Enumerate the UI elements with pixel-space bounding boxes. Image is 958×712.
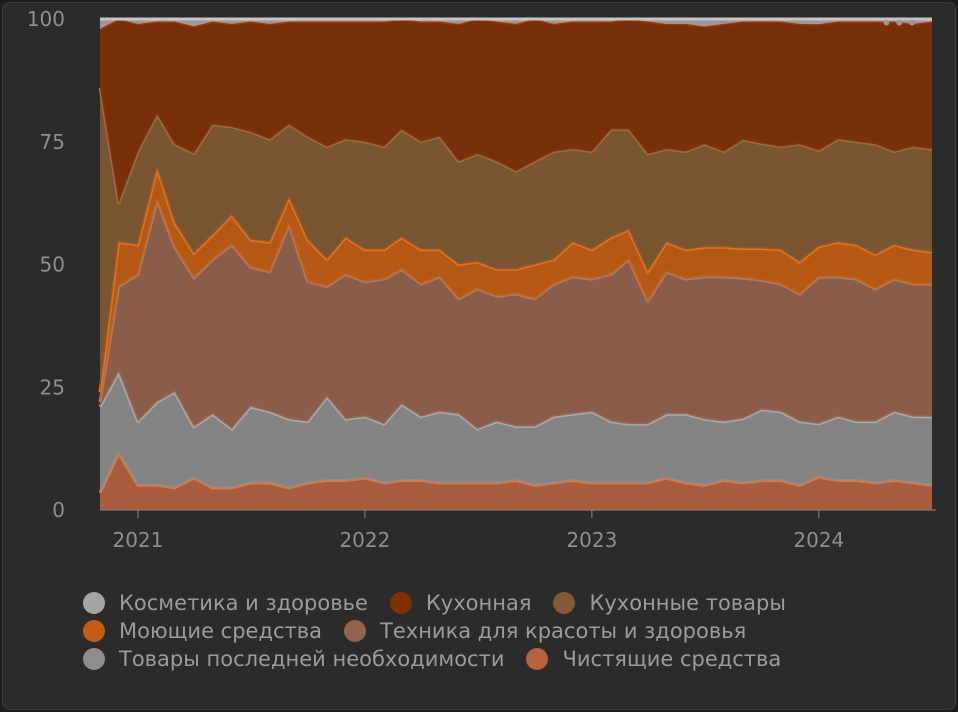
y-tick-label-1: 25 (40, 375, 65, 399)
area-series-4 (100, 87, 932, 393)
legend-label: Чистящие средства (562, 647, 782, 671)
legend-item[interactable]: Моющие средства (83, 619, 322, 643)
legend-row: Косметика и здоровье Кухонная Кухонные тов… (83, 589, 923, 617)
legend-label: Товары последней необходимости (119, 647, 505, 671)
area-series-2 (100, 200, 932, 429)
y-tick-label-4: 100 (27, 7, 65, 31)
legend-row: Моющие средства Техника для красоты и здо… (83, 617, 923, 645)
area-series-6 (100, 19, 932, 29)
legend-item[interactable]: Чистящие средства (526, 647, 781, 671)
legend-label: Техника для красоты и здоровья (380, 619, 747, 643)
legend-row: Товары последней необходимости Чистящие с… (83, 645, 923, 673)
legend-item[interactable]: Техника для красоты и здоровья (344, 619, 746, 643)
legend-swatch-icon (83, 592, 105, 614)
area-series-5 (100, 19, 932, 204)
legend-label: Моющие средства (119, 619, 323, 643)
legend-item[interactable]: Кухонные товары (553, 591, 786, 615)
stacked-area-chart: 0 25 50 75 100 2021 2022 2023 2024 (27, 7, 936, 552)
area-series-1 (100, 372, 932, 493)
legend-item[interactable]: Косметика и здоровье (83, 591, 368, 615)
legend-label: Кухонная (425, 591, 532, 615)
legend-label: Кухонные товары (589, 591, 786, 615)
area-series-3 (100, 168, 932, 402)
y-tick-label-2: 50 (40, 253, 65, 277)
x-tick-label-2: 2023 (566, 528, 617, 552)
more-options-icon[interactable]: ••• (880, 11, 919, 35)
x-tick-label-0: 2021 (112, 528, 163, 552)
y-tick-label-0: 0 (52, 498, 65, 522)
legend-swatch-icon (83, 648, 105, 670)
legend-swatch-icon (83, 620, 105, 642)
legend-item[interactable]: Кухонная (389, 591, 532, 615)
legend-swatch-icon (389, 592, 412, 614)
legend-label: Косметика и здоровье (119, 591, 368, 615)
legend-swatch-icon (553, 592, 576, 614)
legend-swatch-icon (344, 620, 367, 642)
chart-legend: Косметика и здоровье Кухонная Кухонные тов… (83, 589, 923, 673)
x-tick-label-1: 2022 (339, 528, 390, 552)
y-tick-label-3: 75 (40, 130, 65, 154)
legend-item[interactable]: Товары последней необходимости (83, 647, 504, 671)
legend-swatch-icon (526, 648, 549, 670)
x-tick-label-3: 2024 (793, 528, 844, 552)
